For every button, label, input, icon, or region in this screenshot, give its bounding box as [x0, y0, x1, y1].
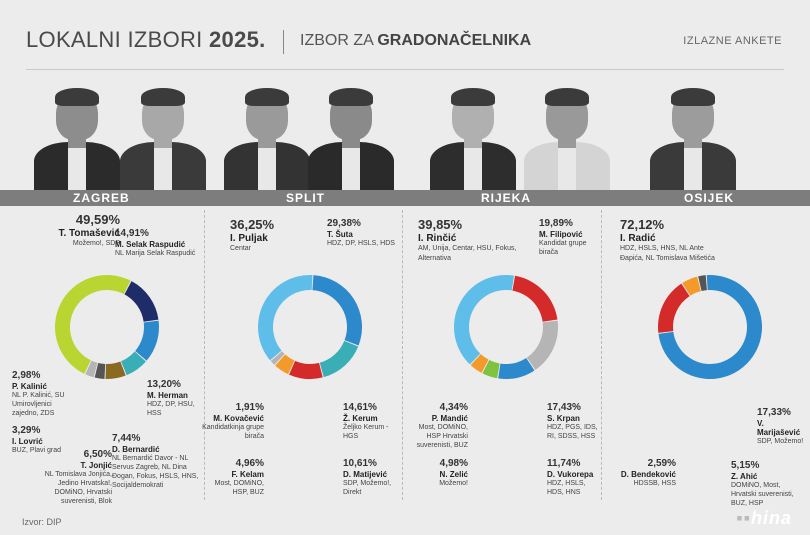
donut-slice: [512, 275, 558, 322]
label-tomasevic: 49,59% T. Tomašević Možemo!, SDP: [58, 212, 120, 248]
donut-slice: [482, 359, 500, 379]
candidate-photo: [428, 84, 518, 190]
candidate-photo: [118, 84, 208, 190]
donut-slice: [682, 276, 701, 296]
label-mandic: 4,34% P. Mandić Most, DOMiNO, HSP Hrvats…: [416, 402, 468, 450]
donut-slice: [658, 283, 690, 333]
donut-slice: [454, 275, 515, 365]
hina-logo: ▪▪hina: [736, 508, 792, 528]
donut-slice: [470, 354, 489, 373]
donut-slice: [319, 340, 359, 378]
label-bendekovic: 2,59% D. Bendeković HDSSB, HSS: [620, 458, 676, 487]
label-vukorepa: 11,74% D. Vukorepa HDZ, HSLS, HDS, HNS: [547, 458, 594, 496]
label-ahic: 5,15% Z. Ahić DOMiNO, Most, Hrvatski suv…: [731, 460, 794, 508]
label-suta: 29,38% T. Šuta HDZ, DP, HSLS, HDS: [327, 218, 395, 247]
candidate-photo: [648, 84, 738, 190]
donut-slice: [275, 354, 295, 375]
header-rule: [26, 69, 784, 70]
label-selak-raspudic: 14,91% M. Selak Raspudić NL Marija Selak…: [115, 228, 196, 257]
label-zelic: 4,98% N. Zelić Možemo!: [439, 458, 468, 487]
header: LOKALNI IZBORI 2025. IZBOR ZA GRADONAČEL…: [0, 0, 810, 60]
donut-slice: [94, 362, 106, 379]
column-divider: [402, 210, 403, 500]
donut-slice: [698, 275, 707, 291]
donut-slice: [270, 351, 285, 365]
label-jonjic: 6,50% T. Jonjić NL Tomislava Jonjića, Je…: [44, 449, 112, 506]
donut-slice: [105, 361, 126, 379]
candidate-photo: [522, 84, 612, 190]
donut-slice: [289, 360, 323, 379]
label-filipovic: 19,89% M. Filipović Kandidat grupe birač…: [539, 218, 587, 256]
label-matijevic: 10,61% D. Matijević SDP, Možemo!, Direkt: [343, 458, 392, 496]
donut-slice: [124, 281, 159, 322]
label-krpan: 17,43% S. Krpan HDZ, PGS, IDS, RI, SDSS,…: [547, 402, 598, 440]
city-band: [0, 190, 810, 206]
donut-slice: [135, 320, 159, 361]
donut-slice: [85, 360, 98, 378]
page-title: LOKALNI IZBORI 2025.: [26, 27, 266, 52]
label-kelam: 4,96% F. Kelam Most, DOMiNO, HSP, BUZ: [214, 458, 264, 496]
column-divider: [601, 210, 602, 500]
donut-slice: [121, 351, 146, 376]
source-note: Izvor: DIP: [22, 517, 62, 527]
candidate-photo: [32, 84, 122, 190]
donut-slice: [498, 357, 535, 380]
candidate-photo: [222, 84, 312, 190]
donut-slice: [312, 275, 363, 346]
donut-slice: [54, 274, 131, 374]
label-lovric: 3,29% I. Lovrić BUZ, Plavi grad: [12, 425, 62, 454]
label-kalinic: 2,98% P. Kalinić NL P. Kalinić, SU Umiro…: [12, 370, 65, 418]
label-bernardic: 7,44% D. Bernardić NL Bernardić Davor - …: [112, 433, 199, 490]
city-label-rijeka: RIJEKA: [481, 191, 532, 205]
label-puljak: 36,25% I. Puljak Centar: [230, 217, 275, 253]
donut-slice: [526, 320, 558, 370]
label-kovacevic: 1,91% M. Kovačević Kandidatkinja grupe b…: [202, 402, 264, 440]
column-divider: [204, 210, 205, 500]
label-kerum: 14,61% Ž. Kerum Željko Kerum - HGS: [343, 402, 389, 440]
header-note: IZLAZNE ANKETE: [683, 35, 782, 47]
label-herman: 13,20% M. Herman HDZ, DP, HSU, HSS: [147, 379, 195, 417]
city-label-zagreb: ZAGREB: [73, 191, 130, 205]
city-label-osijek: OSIJEK: [684, 191, 735, 205]
title-separator: [283, 30, 284, 54]
label-marijasevic: 17,33% V. Marijašević SDP, Možemo!: [757, 407, 804, 445]
page-subtitle: IZBOR ZA GRADONAČELNIKA: [300, 32, 532, 49]
candidate-photo: [306, 84, 396, 190]
city-label-split: SPLIT: [286, 191, 326, 205]
donut-slice: [258, 275, 313, 361]
label-rincic: 39,85% I. Rinčić AM, Unija, Centar, HSU,…: [418, 217, 517, 262]
label-radic: 72,12% I. Radić HDZ, HSLS, HNS, NL Ante …: [620, 217, 715, 262]
